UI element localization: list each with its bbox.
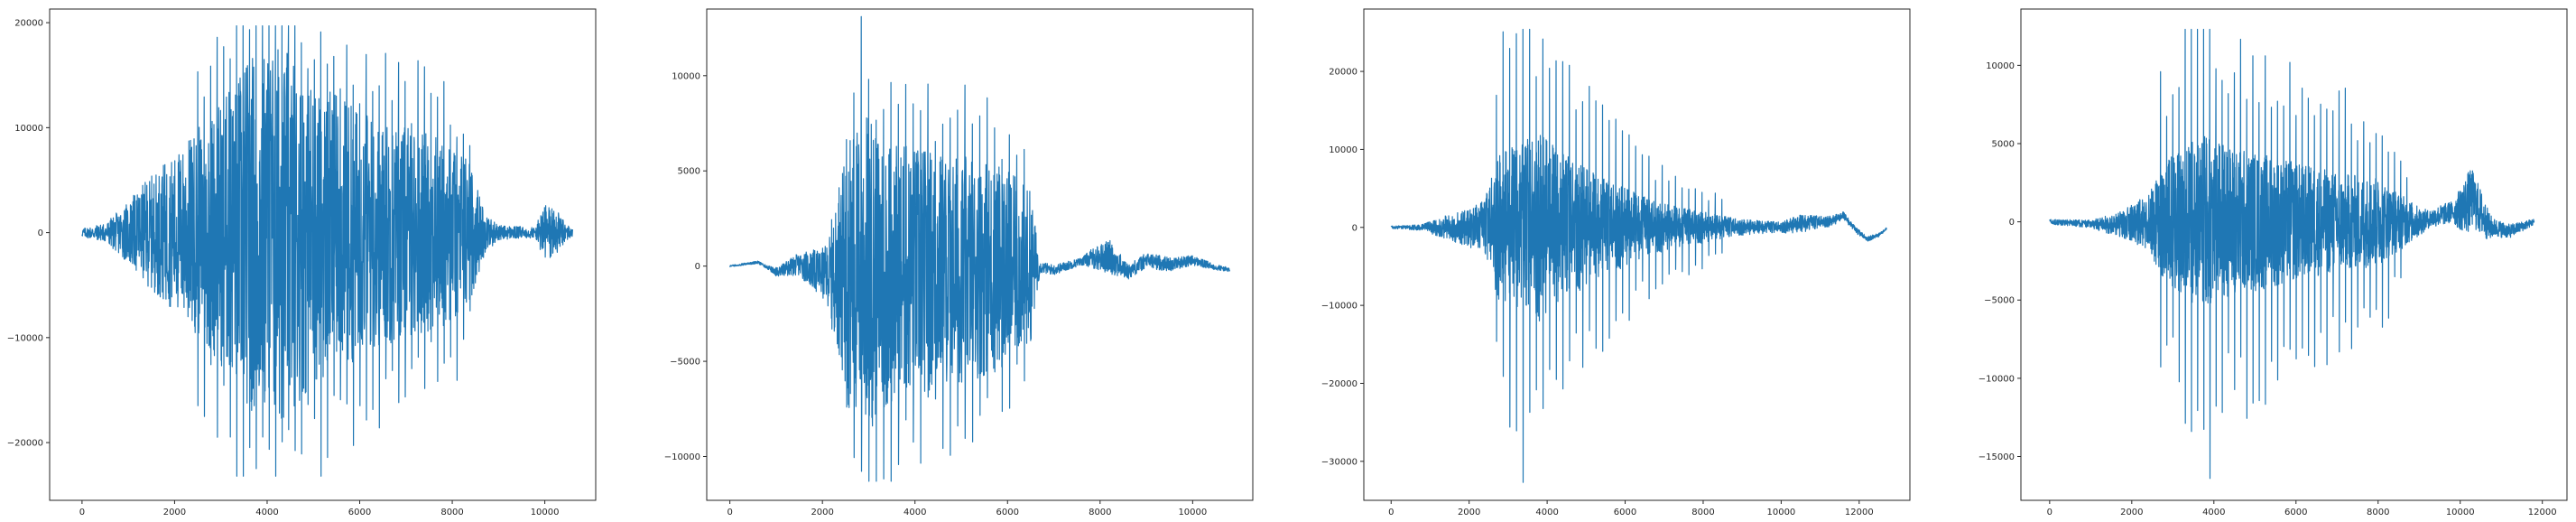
x-tick-label: 2000 <box>2120 508 2143 517</box>
chart-panel-2: 0 2000 4000 6000 8000 10000 −10000 −5000 0 5000 10… <box>664 8 1254 517</box>
x-tick-label: 2000 <box>163 508 186 517</box>
x-tick-label: 0 <box>727 508 732 517</box>
x-tick-label: 6000 <box>996 508 1019 517</box>
axes-frame <box>1363 8 1911 501</box>
x-tick-label: 0 <box>79 508 85 517</box>
x-tick-label: 8000 <box>2367 508 2389 517</box>
y-tick-label: −20000 <box>7 439 43 449</box>
y-tick-label: −10000 <box>664 452 700 462</box>
x-tick-label: 12000 <box>1845 508 1874 517</box>
x-tick-label: 6000 <box>1614 508 1636 517</box>
x-tick-label: 8000 <box>1691 508 1714 517</box>
y-tick-label: −30000 <box>1321 457 1357 467</box>
x-tick-label: 4000 <box>255 508 278 517</box>
y-tick-label: 0 <box>38 228 43 238</box>
y-tick-label: 5000 <box>678 167 700 177</box>
x-tick-label: 10000 <box>1178 508 1207 517</box>
x-tick-label: 12000 <box>2528 508 2557 517</box>
y-tick-label: 10000 <box>672 71 700 81</box>
y-tick-label: −5000 <box>670 358 700 368</box>
x-tick-label: 10000 <box>531 508 560 517</box>
y-tick-label: −15000 <box>1978 452 2015 462</box>
y-tick-label: 20000 <box>1329 68 1357 78</box>
chart-panel-3: 0 2000 4000 6000 8000 10000 12000 −30000 −20000 −… <box>1321 8 1911 517</box>
chart-panel-4: 0 2000 4000 6000 8000 10000 12000 −15000 −10000 −… <box>1978 8 2568 517</box>
y-tick-label: 5000 <box>1992 139 2015 149</box>
x-tick-label: 6000 <box>2284 508 2307 517</box>
x-tick-label: 4000 <box>2202 508 2225 517</box>
y-tick-label: 10000 <box>1986 61 2015 71</box>
axes-frame <box>49 8 597 501</box>
waveform-line <box>2049 28 2535 480</box>
x-tick-label: 2000 <box>1458 508 1480 517</box>
x-tick-label: 0 <box>1388 508 1394 517</box>
x-tick-label: 4000 <box>903 508 926 517</box>
y-tick-label: 20000 <box>14 19 43 29</box>
y-tick-label: 10000 <box>1329 145 1357 155</box>
x-tick-label: 2000 <box>811 508 833 517</box>
x-tick-label: 8000 <box>440 508 463 517</box>
y-tick-label: 0 <box>1352 223 1357 233</box>
x-tick-label: 4000 <box>1535 508 1558 517</box>
y-tick-label: 0 <box>2009 218 2015 228</box>
waveform-line <box>1390 28 1887 483</box>
y-tick-label: −10000 <box>1978 374 2015 384</box>
x-tick-label: 0 <box>2047 508 2052 517</box>
y-tick-label: −10000 <box>7 333 43 343</box>
x-tick-label: 10000 <box>1766 508 1795 517</box>
waveform-line <box>81 25 573 477</box>
x-tick-label: 6000 <box>348 508 371 517</box>
y-tick-label: 0 <box>695 262 700 272</box>
axes-frame <box>706 8 1254 501</box>
x-tick-label: 8000 <box>1089 508 1111 517</box>
y-tick-label: −5000 <box>1984 296 2015 306</box>
y-tick-label: −20000 <box>1321 379 1357 389</box>
y-tick-label: 10000 <box>14 124 43 134</box>
chart-panel-1: 0 2000 4000 6000 8000 10000 −20000 −10000 0 10000… <box>7 8 597 517</box>
y-tick-label: −10000 <box>1321 302 1357 312</box>
x-tick-label: 10000 <box>2446 508 2475 517</box>
axes-frame <box>2020 8 2568 501</box>
waveform-line <box>729 15 1230 482</box>
